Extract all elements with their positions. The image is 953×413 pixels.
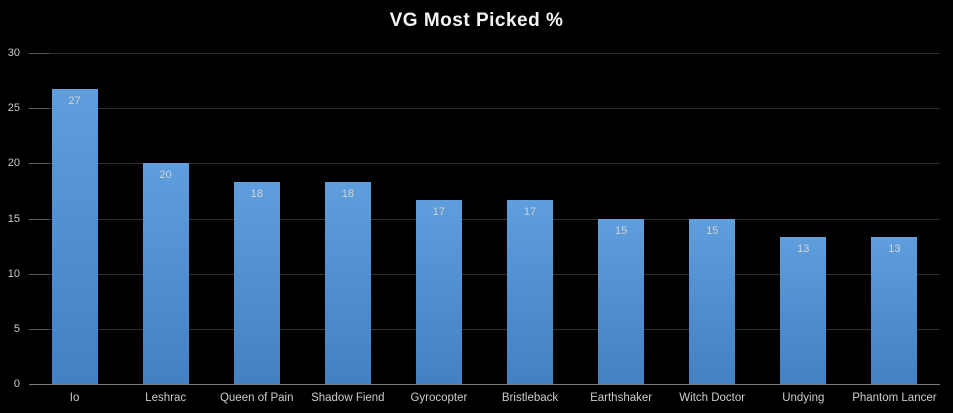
- y-axis-tick-label: 20: [7, 157, 20, 170]
- bar[interactable]: 13: [871, 237, 918, 384]
- y-axis-tick: [29, 53, 49, 54]
- category-slot: 15 Witch Doctor: [667, 53, 758, 404]
- category-slot: 20 Leshrac: [120, 53, 211, 404]
- bar-value-label: 17: [432, 205, 446, 218]
- chart-title: VG Most Picked %: [389, 10, 564, 31]
- x-axis-category-label: Shadow Fiend: [311, 392, 385, 404]
- x-axis-category-label: Witch Doctor: [679, 392, 746, 404]
- bar[interactable]: 27: [51, 89, 98, 384]
- x-axis-category-label: Io: [69, 392, 80, 404]
- bar-value-label: 17: [523, 205, 537, 218]
- x-axis-category-label: Undying: [782, 392, 825, 404]
- bar-value-label: 27: [68, 95, 81, 108]
- bar[interactable]: 15: [598, 218, 645, 384]
- bar-value-label: 15: [614, 224, 628, 237]
- bar-value-label: 20: [159, 169, 172, 182]
- grid-layer: 0 5 10 15 20 25 30: [8, 47, 940, 390]
- bar-value-label: 18: [341, 188, 354, 201]
- bar[interactable]: 20: [142, 163, 189, 384]
- category-slot: 13 Phantom Lancer: [849, 53, 940, 404]
- bar[interactable]: 18: [233, 182, 280, 384]
- y-axis-tick: [29, 328, 49, 330]
- category-slot: 15 Earthshaker: [576, 53, 667, 404]
- y-axis-tick: [29, 163, 49, 165]
- x-axis-line: [29, 384, 940, 385]
- bars-layer: 27 Io 20 Leshrac 18 Queen of Pain 18 Shadow Fie…: [29, 53, 940, 404]
- y-axis-tick: [29, 108, 49, 110]
- y-axis-tick-label: 10: [7, 267, 20, 280]
- bar[interactable]: 17: [507, 199, 554, 384]
- gridline: [29, 218, 940, 220]
- x-axis-category-label: Phantom Lancer: [852, 392, 937, 404]
- category-slot: 13 Undying: [758, 53, 849, 404]
- category-slot: 17 Gyrocopter: [393, 53, 484, 404]
- bar[interactable]: 15: [689, 218, 736, 384]
- y-axis-tick-label: 30: [7, 47, 20, 59]
- x-axis-category-label: Queen of Pain: [219, 392, 294, 404]
- category-slot: 27 Io: [29, 53, 120, 404]
- bar-value-label: 18: [250, 188, 263, 201]
- y-axis-tick-label: 5: [13, 322, 20, 335]
- gridline: [29, 163, 940, 165]
- bar[interactable]: 18: [324, 182, 371, 384]
- y-axis-tick: [29, 218, 49, 220]
- y-axis-tick-label: 0: [13, 378, 20, 390]
- gridline: [29, 53, 940, 54]
- x-axis-category-label: Leshrac: [145, 392, 187, 404]
- x-axis-category-label: Bristleback: [501, 392, 559, 404]
- category-slot: 18 Shadow Fiend: [302, 53, 393, 404]
- y-axis-tick: [29, 273, 49, 275]
- x-axis-category-label: Earthshaker: [590, 392, 653, 404]
- category-slot: 17 Bristleback: [484, 53, 575, 404]
- bar[interactable]: 17: [415, 199, 462, 384]
- y-axis-tick-label: 25: [7, 102, 20, 115]
- gridline: [29, 108, 940, 110]
- bar-value-label: 13: [888, 243, 901, 256]
- category-slot: 18 Queen of Pain: [211, 53, 302, 404]
- bar-value-label: 13: [797, 243, 810, 256]
- x-axis-category-label: Gyrocopter: [410, 392, 468, 404]
- bar[interactable]: 13: [780, 237, 827, 384]
- plot-area: 0 5 10 15 20 25 30 27 Io 20 Leshrac 18 Queen of Pai…: [8, 47, 940, 404]
- gridline: [29, 273, 940, 275]
- y-axis-tick-label: 15: [7, 212, 20, 225]
- bar-value-label: 15: [706, 224, 719, 237]
- gridline: [29, 328, 940, 330]
